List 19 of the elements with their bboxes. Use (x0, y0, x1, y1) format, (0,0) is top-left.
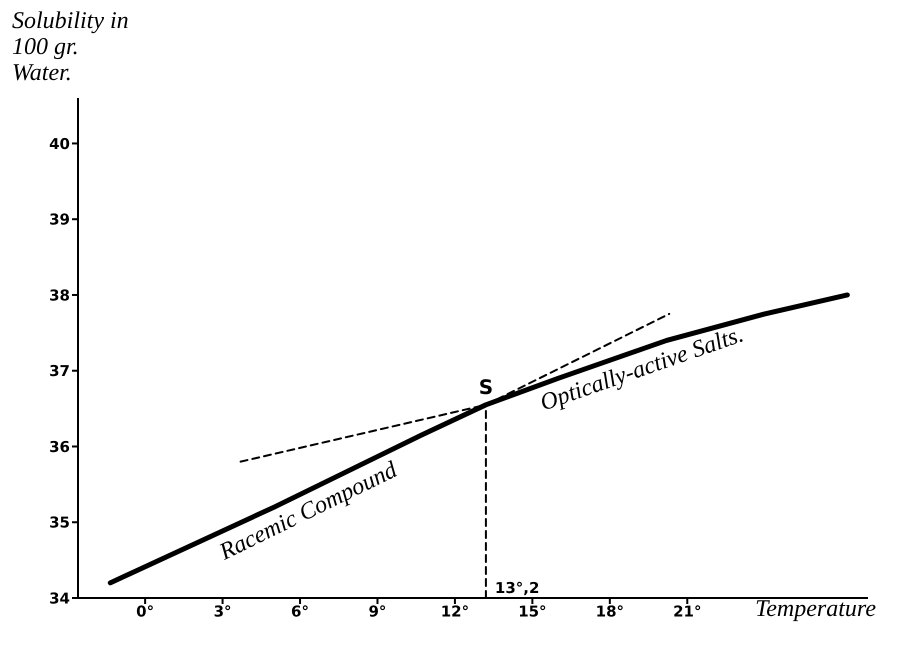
x-tick-label: 12° (440, 602, 470, 621)
x-tick-label: 0° (136, 602, 154, 621)
y-tick-label: 40 (49, 134, 70, 153)
x-axis-title: Temperature (755, 596, 876, 622)
x-tick-label: 6° (291, 602, 309, 621)
x-tick-label: 3° (214, 602, 232, 621)
x-tick-label: 9° (368, 602, 386, 621)
annotation: S (478, 374, 494, 399)
y-tick-label: 38 (49, 286, 70, 304)
y-tick-label: 36 (49, 438, 70, 456)
x-tick-label: 18° (596, 602, 624, 621)
y-axis-title: Solubility in 100 gr. Water. (12, 8, 130, 86)
x-tick-label: 15° (518, 602, 547, 621)
y-tick-label: 35 (49, 514, 70, 532)
y-tick-label: 39 (49, 210, 70, 229)
y-tick-label: 37 (49, 362, 70, 380)
y-tick-label: 34 (49, 589, 70, 608)
annotation: 13°,2 (494, 579, 540, 597)
x-tick-label: 21° (673, 602, 702, 621)
